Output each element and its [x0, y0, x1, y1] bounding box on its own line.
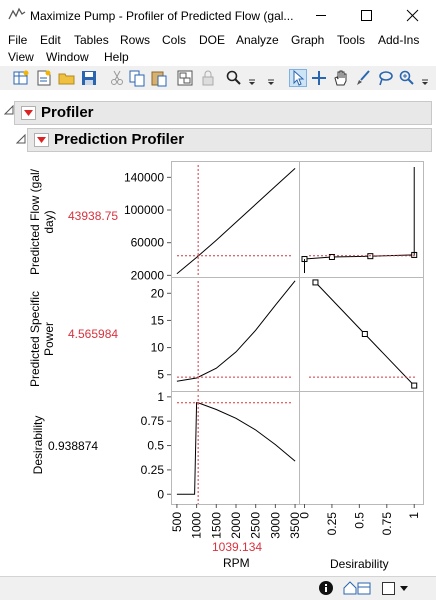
y-tick-label: 10 — [151, 341, 165, 355]
profile-trace — [176, 280, 296, 382]
y-tick-label: 140000 — [124, 170, 164, 184]
window-list-dropdown-icon[interactable] — [381, 580, 411, 596]
arrow-tool-icon[interactable] — [289, 69, 307, 87]
prediction-profiler-red-triangle-icon[interactable] — [34, 133, 49, 147]
desirability-x-tick-label: 0 — [297, 512, 311, 519]
desirability-function-line — [304, 254, 415, 260]
x-tick-label: 3000 — [268, 512, 282, 539]
paste-icon[interactable] — [150, 69, 168, 87]
desirability-cell-frame — [299, 161, 424, 278]
desirability-x-tick-label: 0.5 — [352, 512, 366, 529]
menu-bar: File Edit Tables Rows Cols DOE Analyze G… — [0, 31, 436, 65]
toolbar-overflow-icon[interactable] — [266, 69, 276, 87]
lock-icon[interactable] — [199, 69, 217, 87]
x-tick-label: 1500 — [209, 512, 223, 539]
menu-doe[interactable]: DOE — [199, 33, 226, 47]
menu-help[interactable]: Help — [104, 50, 129, 64]
x-tick-label: 2000 — [229, 512, 243, 539]
status-bar — [0, 576, 436, 600]
journal-icon[interactable] — [176, 69, 194, 87]
rpm-current-value[interactable]: 1039.134 — [212, 540, 263, 554]
title-bar: Maximize Pump - Profiler of Predicted Fl… — [0, 0, 436, 31]
y-tick-label: 0 — [157, 487, 164, 501]
desirability-x-axis-label: Desirability — [330, 557, 389, 571]
menu-window[interactable]: Window — [46, 50, 89, 64]
flow-current-value[interactable]: 43938.75 — [68, 209, 119, 223]
window-title: Maximize Pump - Profiler of Predicted Fl… — [30, 9, 294, 23]
menu-tables[interactable]: Tables — [74, 33, 109, 47]
grabber-hand-icon[interactable] — [332, 69, 350, 87]
y-tick-label: 0.25 — [141, 463, 165, 477]
new-script-icon[interactable] — [35, 69, 53, 87]
cut-icon[interactable] — [108, 69, 126, 87]
desirability-x-tick-label: 1 — [407, 512, 421, 519]
close-button[interactable] — [390, 0, 436, 31]
menu-graph[interactable]: Graph — [291, 33, 325, 47]
desirability-handle — [328, 253, 335, 260]
y-tick-label: 20 — [151, 286, 165, 300]
x-tick-label: 3500 — [288, 512, 302, 539]
save-icon[interactable] — [80, 69, 98, 87]
desirability-handle — [361, 331, 368, 337]
prediction-profiler-outline-header[interactable]: Prediction Profiler — [27, 128, 432, 152]
open-folder-icon[interactable] — [58, 69, 76, 87]
desirability-cell-frame — [299, 277, 424, 392]
tools-dropdown-icon[interactable] — [420, 69, 430, 87]
jmp-app-icon — [8, 7, 26, 20]
search-dropdown-icon[interactable] — [247, 69, 257, 87]
menu-cols[interactable]: Cols — [162, 33, 187, 47]
menu-view[interactable]: View — [8, 50, 34, 64]
prediction-profiler-title: Prediction Profiler — [54, 131, 185, 148]
zoom-tool-icon[interactable] — [398, 69, 416, 87]
x-tick-label: 500 — [170, 512, 184, 532]
menu-edit[interactable]: Edit — [40, 33, 61, 47]
menu-rows[interactable]: Rows — [120, 33, 151, 47]
desirability-x-tick-label: 0.75 — [380, 512, 394, 536]
maximize-button[interactable] — [344, 0, 390, 31]
desirability-handle — [312, 279, 319, 286]
info-icon[interactable] — [318, 580, 334, 596]
desirability-handle — [411, 382, 418, 389]
desirability-cell-frame — [299, 391, 424, 505]
menu-tools[interactable]: Tools — [337, 33, 366, 47]
y-tick-label: 20000 — [131, 268, 165, 282]
toolbar — [0, 66, 436, 90]
lasso-tool-icon[interactable] — [376, 69, 394, 87]
home-window-icon[interactable] — [342, 580, 372, 596]
search-icon[interactable] — [225, 69, 243, 87]
profile-cell-frame — [171, 277, 300, 392]
prediction-profiler-disclosure-icon[interactable] — [16, 133, 28, 145]
x-tick-label: 2500 — [249, 512, 263, 539]
profile-trace — [176, 402, 296, 495]
x-tick-label: 1000 — [190, 512, 204, 539]
menu-file[interactable]: File — [8, 33, 28, 47]
profile-cell-frame — [171, 391, 300, 505]
menu-add-ins[interactable]: Add-Ins — [378, 33, 420, 47]
menu-analyze[interactable]: Analyze — [236, 33, 279, 47]
profiler-title: Profiler — [41, 104, 94, 121]
profile-cell-frame — [171, 161, 300, 278]
y-tick-label: 100000 — [124, 203, 164, 217]
desirability-current-value: 0.938874 — [48, 439, 99, 453]
brush-tool-icon[interactable] — [354, 69, 372, 87]
rpm-axis-label: RPM — [223, 556, 250, 570]
y-tick-label: 5 — [157, 368, 164, 382]
profile-trace — [176, 168, 296, 275]
profiler-red-triangle-icon[interactable] — [21, 106, 36, 120]
y-tick-label: 15 — [151, 313, 165, 327]
desirability-x-tick-label: 0.25 — [325, 512, 339, 536]
copy-icon[interactable] — [128, 69, 146, 87]
y-tick-label: 1 — [157, 390, 164, 404]
y-tick-label: 0.75 — [141, 414, 165, 428]
specific-power-current-value[interactable]: 4.565984 — [68, 327, 119, 341]
profiler-disclosure-icon[interactable] — [4, 104, 16, 116]
profiler-outline-header[interactable]: Profiler — [14, 101, 432, 125]
crosshair-tool-icon[interactable] — [310, 69, 328, 87]
new-data-table-icon[interactable] — [12, 69, 30, 87]
y-tick-label: 60000 — [131, 236, 165, 250]
minimize-button[interactable] — [298, 0, 344, 31]
y-tick-label: 0.5 — [147, 439, 164, 453]
